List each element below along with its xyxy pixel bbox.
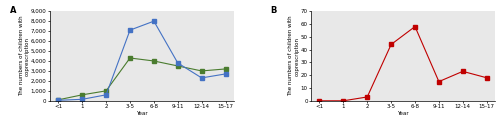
W+D bbox=[222, 73, 228, 75]
W+C+D bbox=[316, 100, 322, 102]
W+D bbox=[127, 29, 133, 31]
W+D bbox=[151, 20, 157, 22]
W+C+D bbox=[460, 71, 466, 72]
X-axis label: Year: Year bbox=[136, 111, 148, 116]
W+C bbox=[56, 99, 62, 101]
W+C+D bbox=[388, 44, 394, 45]
W+C+D bbox=[484, 77, 490, 79]
W+C bbox=[127, 57, 133, 59]
W+C+D bbox=[364, 96, 370, 98]
W+D bbox=[103, 94, 109, 96]
Line: W+C: W+C bbox=[56, 56, 228, 102]
W+D bbox=[56, 99, 62, 101]
W+D bbox=[198, 77, 204, 79]
Line: W+C+D: W+C+D bbox=[318, 25, 488, 102]
W+C bbox=[103, 90, 109, 92]
W+C+D bbox=[436, 81, 442, 82]
Line: W+D: W+D bbox=[56, 19, 228, 102]
Y-axis label: The numbers of children with
coprescription: The numbers of children with coprescript… bbox=[288, 16, 300, 96]
W+C+D bbox=[412, 26, 418, 27]
W+D bbox=[79, 98, 85, 100]
Y-axis label: The numbers of children with
coprescription: The numbers of children with coprescript… bbox=[18, 16, 30, 96]
Text: B: B bbox=[270, 6, 277, 15]
X-axis label: Year: Year bbox=[397, 111, 409, 116]
W+C+D bbox=[340, 100, 346, 102]
W+C bbox=[79, 94, 85, 96]
W+C bbox=[198, 70, 204, 72]
W+C bbox=[175, 65, 181, 67]
W+C bbox=[151, 60, 157, 62]
W+D bbox=[175, 62, 181, 64]
W+C bbox=[222, 68, 228, 70]
Text: A: A bbox=[10, 6, 16, 15]
